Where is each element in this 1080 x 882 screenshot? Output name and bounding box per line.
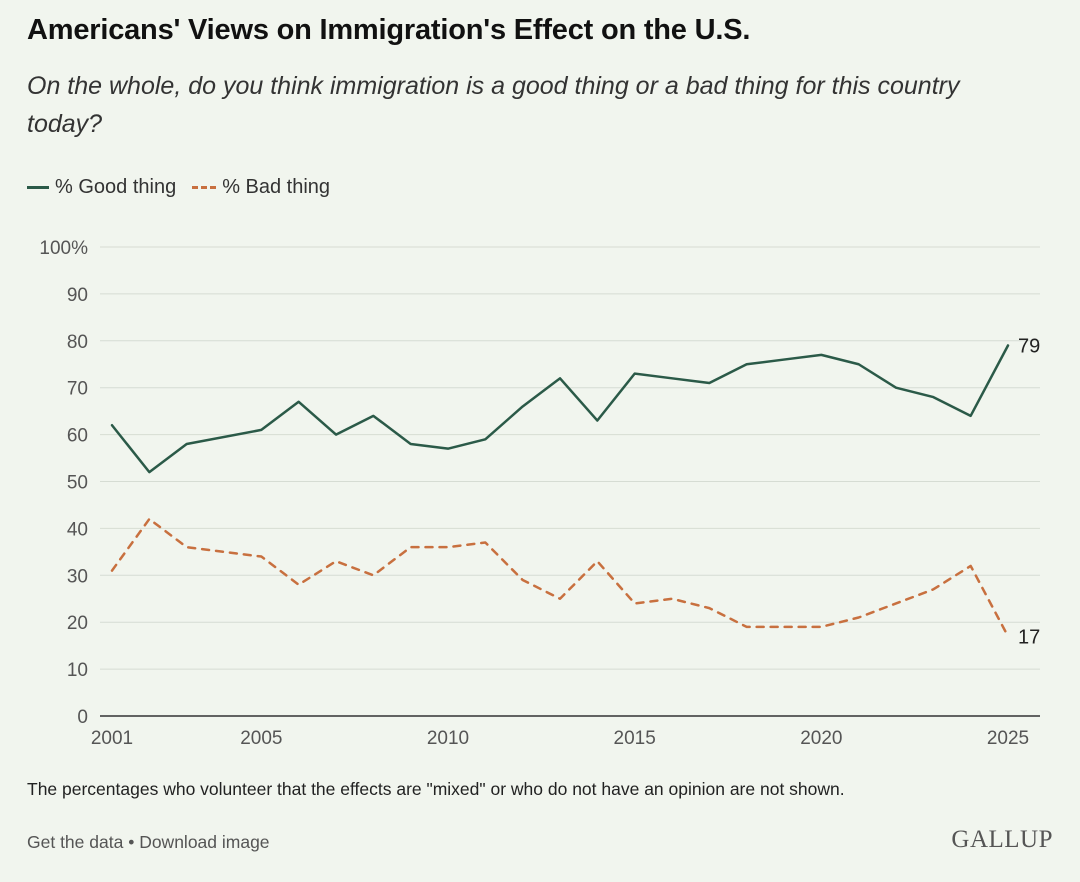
legend-label-bad: % Bad thing: [222, 176, 331, 198]
series-line-good-thing: [110, 344, 1010, 474]
x-tick-label-2001: 2001: [91, 728, 133, 749]
y-tick-label-10: 10: [67, 660, 88, 681]
legend-label-good: % Good thing: [55, 176, 177, 198]
y-tick-label-80: 80: [67, 332, 88, 353]
end-labels: 79 17: [1018, 335, 1040, 648]
chart-footnote: The percentages who volunteer that the e…: [27, 779, 845, 799]
legend-swatch-good: [27, 186, 49, 189]
y-tick-label-60: 60: [67, 426, 88, 447]
chart-legend: % Good thing % Bad thing: [27, 176, 330, 199]
y-tick-label-70: 70: [67, 379, 88, 400]
y-tick-label-100: 100%: [39, 238, 88, 259]
download-image-link[interactable]: Download image: [139, 832, 270, 852]
x-tick-label-2010: 2010: [427, 728, 469, 749]
chart-subtitle: On the whole, do you think immigration i…: [27, 72, 960, 138]
footer-links: Get the data • Download image: [27, 832, 270, 853]
y-tick-label-90: 90: [67, 285, 88, 306]
series-lines: [110, 344, 1010, 638]
x-tick-label-2025: 2025: [987, 728, 1029, 749]
legend-item-bad: % Bad thing: [192, 176, 330, 199]
y-tick-label-20: 20: [67, 613, 88, 634]
end-label-good-thing: 79: [1018, 335, 1040, 357]
x-tick-label-2005: 2005: [240, 728, 282, 749]
get-data-link[interactable]: Get the data: [27, 832, 124, 852]
gridlines: [100, 246, 1040, 670]
line-chart: 0 10 20 30 40 50 60 70 80 90 100% 2001 2005 2010 2015…: [39, 238, 1040, 749]
y-axis-labels: 0 10 20 30 40 50 60 70 80 90 100%: [39, 238, 88, 728]
x-tick-label-2020: 2020: [800, 728, 842, 749]
series-line-bad-thing: [110, 517, 1010, 638]
link-separator: •: [123, 832, 140, 852]
chart-title: Americans' Views on Immigration's Effect…: [27, 14, 751, 46]
x-axis-labels: 2001 2005 2010 2015 2020 2025: [91, 728, 1029, 749]
y-tick-label-0: 0: [77, 707, 88, 728]
x-tick-label-2015: 2015: [614, 728, 656, 749]
y-tick-label-40: 40: [67, 519, 88, 540]
y-tick-label-30: 30: [67, 566, 88, 587]
gallup-logo: GALLUP: [951, 826, 1053, 853]
end-label-bad-thing: 17: [1018, 626, 1040, 648]
y-tick-label-50: 50: [67, 473, 88, 494]
legend-swatch-bad: [192, 186, 217, 189]
legend-item-good: % Good thing: [27, 176, 176, 199]
